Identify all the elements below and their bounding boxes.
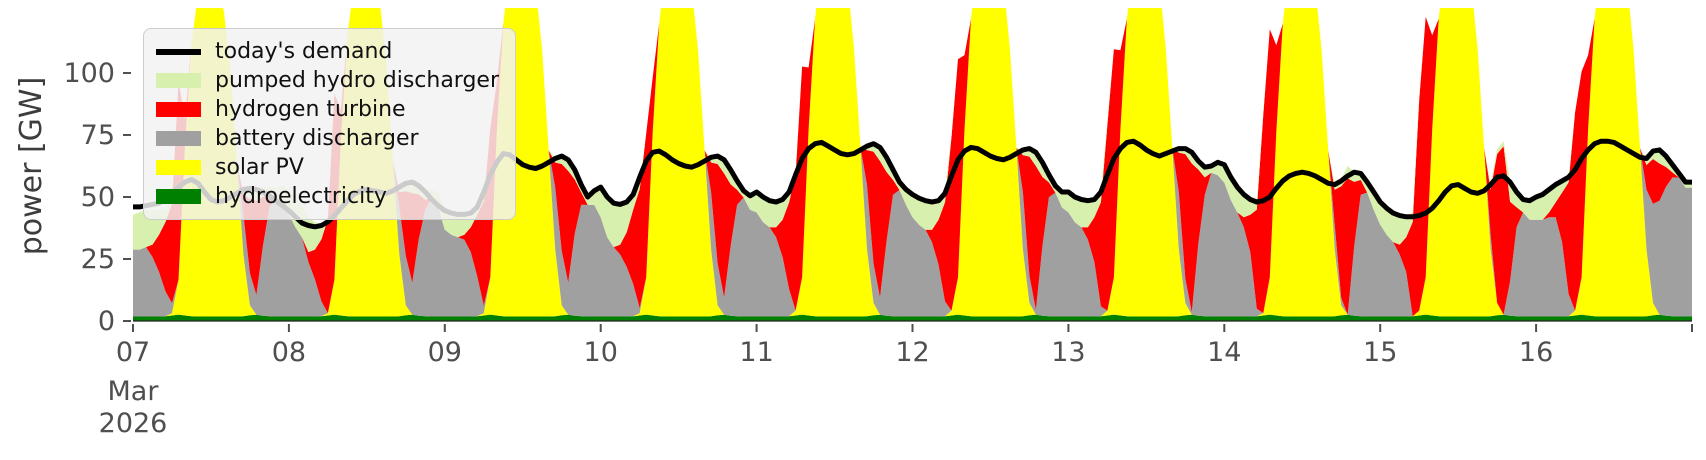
legend-patch-swatch-icon: [156, 131, 201, 146]
x-tick-label: 13: [1051, 337, 1085, 368]
x-tick-label: 08: [272, 337, 306, 368]
x-axis-month-label: Mar: [107, 376, 159, 407]
legend-label: today's demand: [215, 39, 393, 64]
legend-entry-hydroelectricity: hydroelectricity: [156, 182, 499, 211]
y-tick-label: 75: [81, 120, 115, 151]
legend-patch-swatch-icon: [156, 102, 201, 117]
legend-patch-swatch-icon: [156, 189, 201, 204]
legend-entry-pumped-hydro-discharger: pumped hydro discharger: [156, 66, 499, 95]
legend-entry-battery-discharger: battery discharger: [156, 124, 499, 153]
area-pumped-hydro-discharger: [133, 8, 1692, 253]
x-tick-label: 10: [584, 337, 618, 368]
legend-label: pumped hydro discharger: [215, 68, 500, 93]
y-tick-label: 50: [81, 182, 115, 213]
x-tick-label: 09: [428, 337, 462, 368]
legend-line-swatch-icon: [156, 48, 201, 55]
y-tick-label: 0: [98, 306, 115, 337]
legend-entry-today-s-demand: today's demand: [156, 37, 499, 66]
legend: today's demand pumped hydro discharger hyd…: [143, 28, 517, 220]
x-tick-label: 12: [895, 337, 929, 368]
x-axis-year-label: 2026: [98, 408, 168, 439]
area-battery-discharger: [133, 8, 1692, 317]
x-tick-label: 14: [1207, 337, 1241, 368]
legend-label: solar PV: [215, 155, 304, 180]
x-tick-label: 16: [1519, 337, 1553, 368]
legend-entry-hydrogen-turbine: hydrogen turbine: [156, 95, 499, 124]
y-tick-label: 100: [63, 58, 115, 89]
x-tick-label: 07: [116, 337, 150, 368]
legend-entry-solar-pv: solar PV: [156, 153, 499, 182]
legend-label: battery discharger: [215, 126, 419, 151]
legend-label: hydroelectricity: [215, 184, 387, 209]
area-hydroelectricity: [133, 314, 1692, 321]
y-tick-label: 25: [81, 244, 115, 275]
y-axis-title: power [GW]: [14, 76, 49, 256]
x-tick-label: 15: [1363, 337, 1397, 368]
legend-label: hydrogen turbine: [215, 97, 406, 122]
area-solar-pv: [133, 8, 1692, 317]
x-tick-label: 11: [739, 337, 773, 368]
legend-patch-swatch-icon: [156, 73, 201, 88]
legend-patch-swatch-icon: [156, 160, 201, 175]
